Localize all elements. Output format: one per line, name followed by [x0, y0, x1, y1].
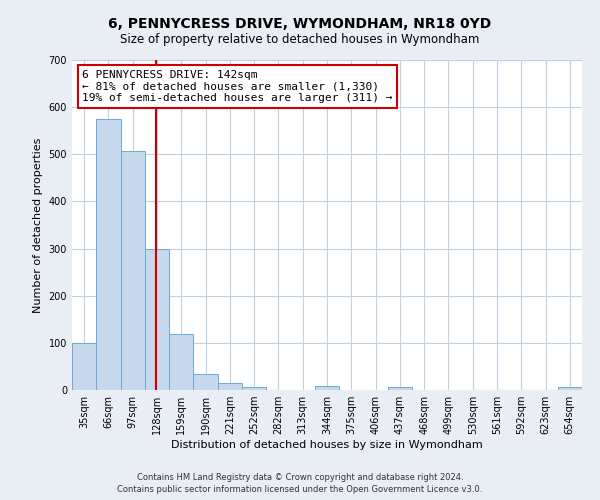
Bar — [218, 384, 242, 390]
Text: 6, PENNYCRESS DRIVE, WYMONDHAM, NR18 0YD: 6, PENNYCRESS DRIVE, WYMONDHAM, NR18 0YD — [109, 18, 491, 32]
Text: Contains HM Land Registry data © Crown copyright and database right 2024.: Contains HM Land Registry data © Crown c… — [137, 473, 463, 482]
Bar — [145, 248, 169, 390]
Text: Size of property relative to detached houses in Wymondham: Size of property relative to detached ho… — [121, 32, 479, 46]
X-axis label: Distribution of detached houses by size in Wymondham: Distribution of detached houses by size … — [171, 440, 483, 450]
Y-axis label: Number of detached properties: Number of detached properties — [33, 138, 43, 312]
Text: Contains public sector information licensed under the Open Government Licence v3: Contains public sector information licen… — [118, 486, 482, 494]
Bar — [388, 386, 412, 390]
Bar — [315, 386, 339, 390]
Bar — [242, 386, 266, 390]
Bar — [72, 343, 96, 390]
Bar — [121, 151, 145, 390]
Bar — [96, 119, 121, 390]
Bar — [169, 334, 193, 390]
Bar — [558, 386, 582, 390]
Text: 6 PENNYCRESS DRIVE: 142sqm
← 81% of detached houses are smaller (1,330)
19% of s: 6 PENNYCRESS DRIVE: 142sqm ← 81% of deta… — [82, 70, 392, 103]
Bar — [193, 374, 218, 390]
